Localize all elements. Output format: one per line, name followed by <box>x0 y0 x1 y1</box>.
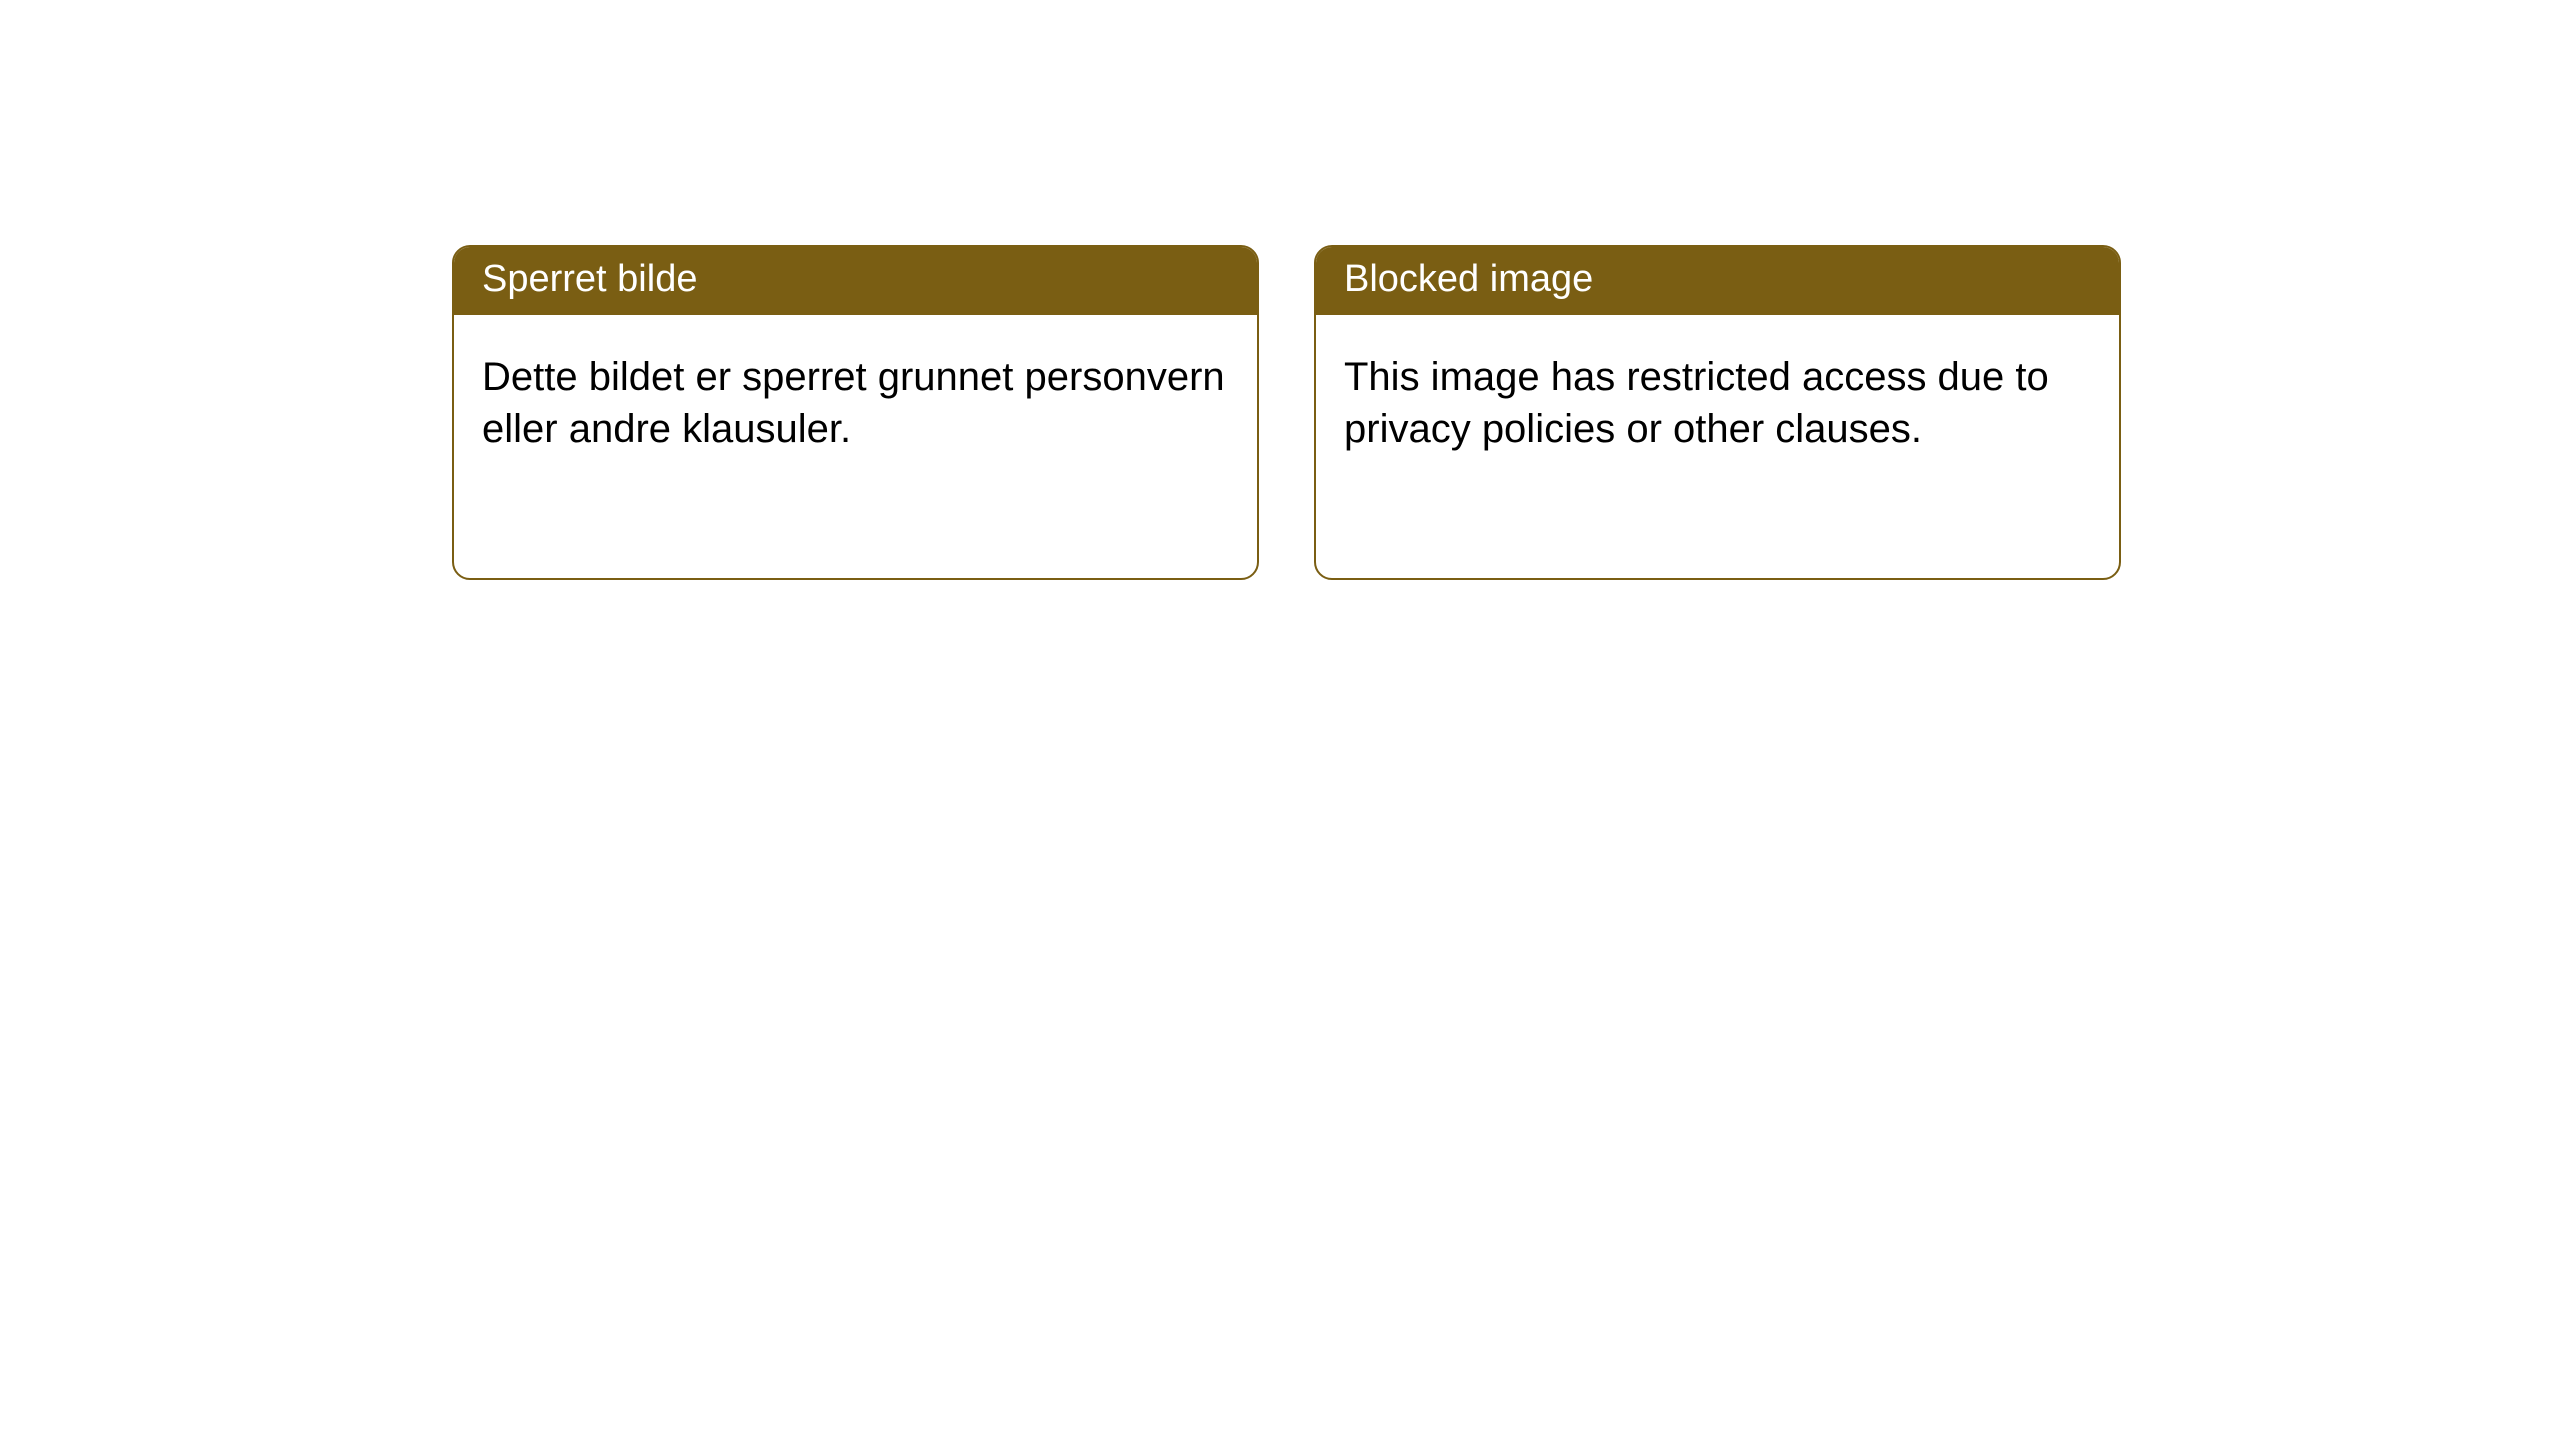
panel-body: Dette bildet er sperret grunnet personve… <box>454 315 1257 491</box>
notice-panels-container: Sperret bilde Dette bildet er sperret gr… <box>452 245 2121 580</box>
panel-title: Sperret bilde <box>482 258 697 300</box>
panel-title: Blocked image <box>1344 258 1593 300</box>
panel-body: This image has restricted access due to … <box>1316 315 2119 491</box>
notice-panel-norwegian: Sperret bilde Dette bildet er sperret gr… <box>452 245 1259 580</box>
panel-header: Blocked image <box>1316 247 2119 315</box>
notice-panel-english: Blocked image This image has restricted … <box>1314 245 2121 580</box>
panel-body-text: Dette bildet er sperret grunnet personve… <box>482 355 1225 451</box>
panel-body-text: This image has restricted access due to … <box>1344 355 2049 451</box>
panel-header: Sperret bilde <box>454 247 1257 315</box>
